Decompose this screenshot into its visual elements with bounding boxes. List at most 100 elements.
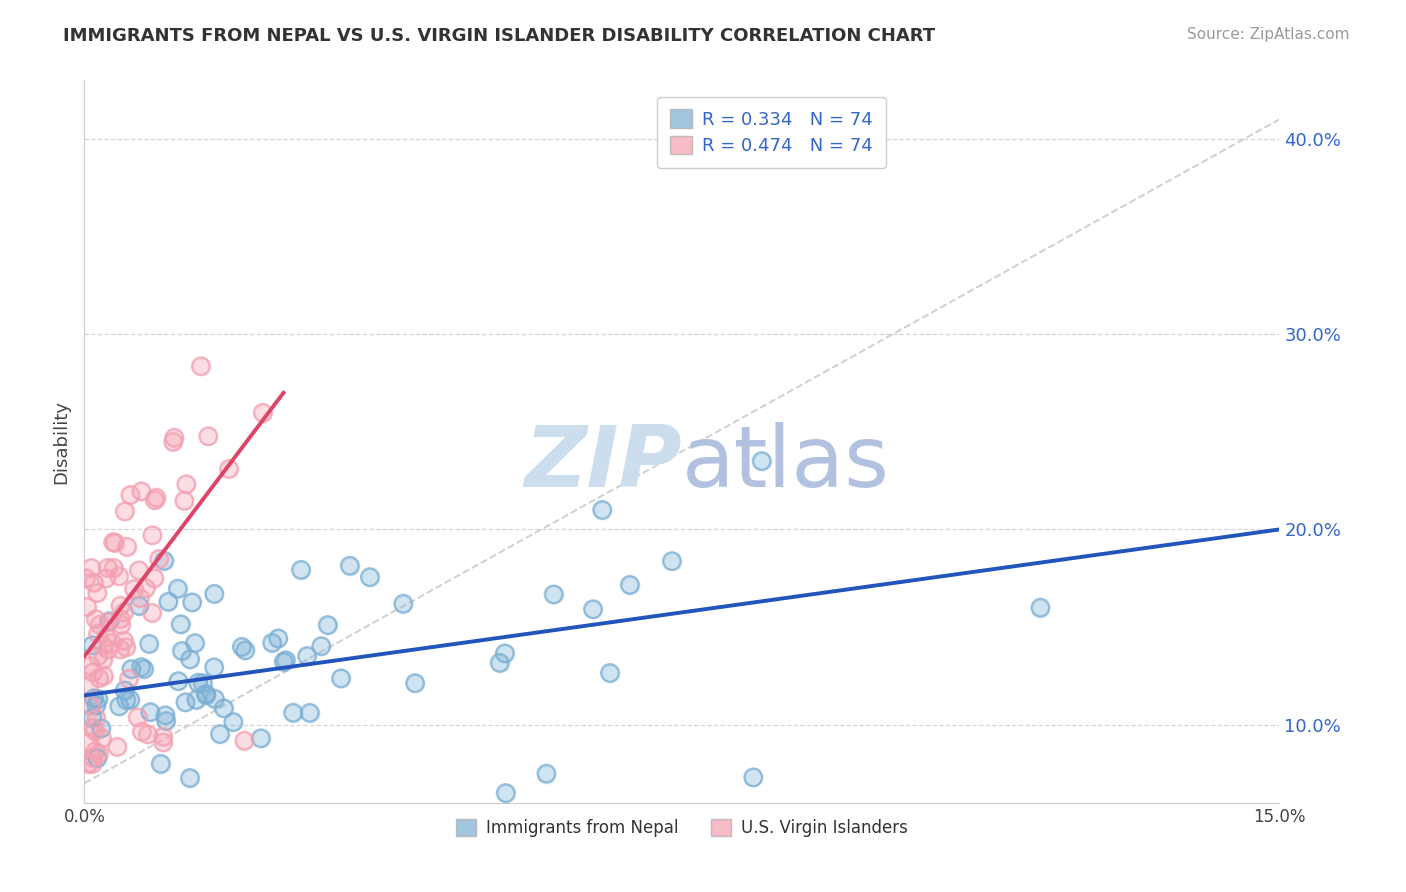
Point xyxy=(75,571,97,585)
Y-axis label: Disability: Disability xyxy=(52,400,70,483)
Point xyxy=(222,714,245,729)
Point xyxy=(79,659,101,673)
Point xyxy=(202,660,225,674)
Point xyxy=(98,614,121,628)
Point xyxy=(129,660,152,674)
Point xyxy=(186,692,208,706)
Point xyxy=(120,488,142,502)
Point xyxy=(184,636,207,650)
Point xyxy=(80,698,103,713)
Point xyxy=(118,672,141,686)
Point xyxy=(115,540,138,554)
Point xyxy=(91,639,114,653)
Point xyxy=(187,675,209,690)
Point xyxy=(91,652,114,666)
Point xyxy=(98,615,121,629)
Point xyxy=(82,750,104,764)
Point xyxy=(208,727,231,741)
Point xyxy=(591,503,613,517)
Point xyxy=(252,406,274,420)
Point xyxy=(249,731,271,746)
Point xyxy=(127,710,149,724)
Point xyxy=(231,640,253,654)
Point xyxy=(169,617,191,632)
Point xyxy=(141,606,163,620)
Point xyxy=(212,701,235,715)
Point xyxy=(82,639,104,653)
Point xyxy=(152,735,174,749)
Point xyxy=(77,678,100,692)
Point xyxy=(295,648,318,663)
Point xyxy=(152,730,174,744)
Point xyxy=(128,563,150,577)
Point xyxy=(87,649,110,664)
Point xyxy=(82,756,104,771)
Point xyxy=(90,722,112,736)
Point xyxy=(494,647,516,661)
Point xyxy=(110,617,132,632)
Point xyxy=(751,454,773,468)
Point xyxy=(309,639,332,653)
Point xyxy=(170,644,193,658)
Point xyxy=(98,615,121,629)
Point xyxy=(1029,600,1052,615)
Point xyxy=(120,692,142,706)
Point xyxy=(75,571,97,585)
Point xyxy=(187,675,209,690)
Point xyxy=(295,648,318,663)
Point xyxy=(80,698,103,713)
Point xyxy=(101,535,124,549)
Point xyxy=(108,699,131,714)
Point xyxy=(110,612,132,626)
Point xyxy=(82,756,104,771)
Point xyxy=(104,535,127,549)
Point xyxy=(582,602,605,616)
Point xyxy=(87,671,110,685)
Point xyxy=(143,493,166,508)
Point xyxy=(212,701,235,715)
Point xyxy=(84,612,107,626)
Point xyxy=(218,462,240,476)
Point xyxy=(174,695,197,709)
Point xyxy=(80,561,103,575)
Point xyxy=(267,632,290,646)
Point xyxy=(316,618,339,632)
Point xyxy=(131,484,153,499)
Point xyxy=(135,581,157,595)
Point xyxy=(148,552,170,566)
Point xyxy=(82,711,104,725)
Point xyxy=(101,636,124,650)
Point xyxy=(86,586,108,600)
Point xyxy=(283,706,305,720)
Point xyxy=(153,554,176,568)
Point xyxy=(114,504,136,518)
Point xyxy=(94,571,117,585)
Point xyxy=(83,575,105,590)
Point xyxy=(89,617,111,632)
Point xyxy=(290,563,312,577)
Point xyxy=(290,563,312,577)
Point xyxy=(93,669,115,683)
Point xyxy=(157,594,180,608)
Point xyxy=(162,434,184,449)
Point xyxy=(195,688,218,702)
Point xyxy=(169,617,191,632)
Point xyxy=(495,786,517,800)
Point xyxy=(110,617,132,632)
Text: Source: ZipAtlas.com: Source: ZipAtlas.com xyxy=(1187,27,1350,42)
Point xyxy=(128,563,150,577)
Point xyxy=(82,721,104,735)
Point xyxy=(110,612,132,626)
Point xyxy=(186,692,208,706)
Point xyxy=(392,597,415,611)
Point xyxy=(143,571,166,585)
Point xyxy=(582,602,605,616)
Point xyxy=(101,535,124,549)
Point xyxy=(79,659,101,673)
Legend: Immigrants from Nepal, U.S. Virgin Islanders: Immigrants from Nepal, U.S. Virgin Islan… xyxy=(447,810,917,845)
Point xyxy=(103,561,125,575)
Point xyxy=(122,582,145,596)
Point xyxy=(274,653,297,667)
Point xyxy=(101,636,124,650)
Point xyxy=(87,747,110,761)
